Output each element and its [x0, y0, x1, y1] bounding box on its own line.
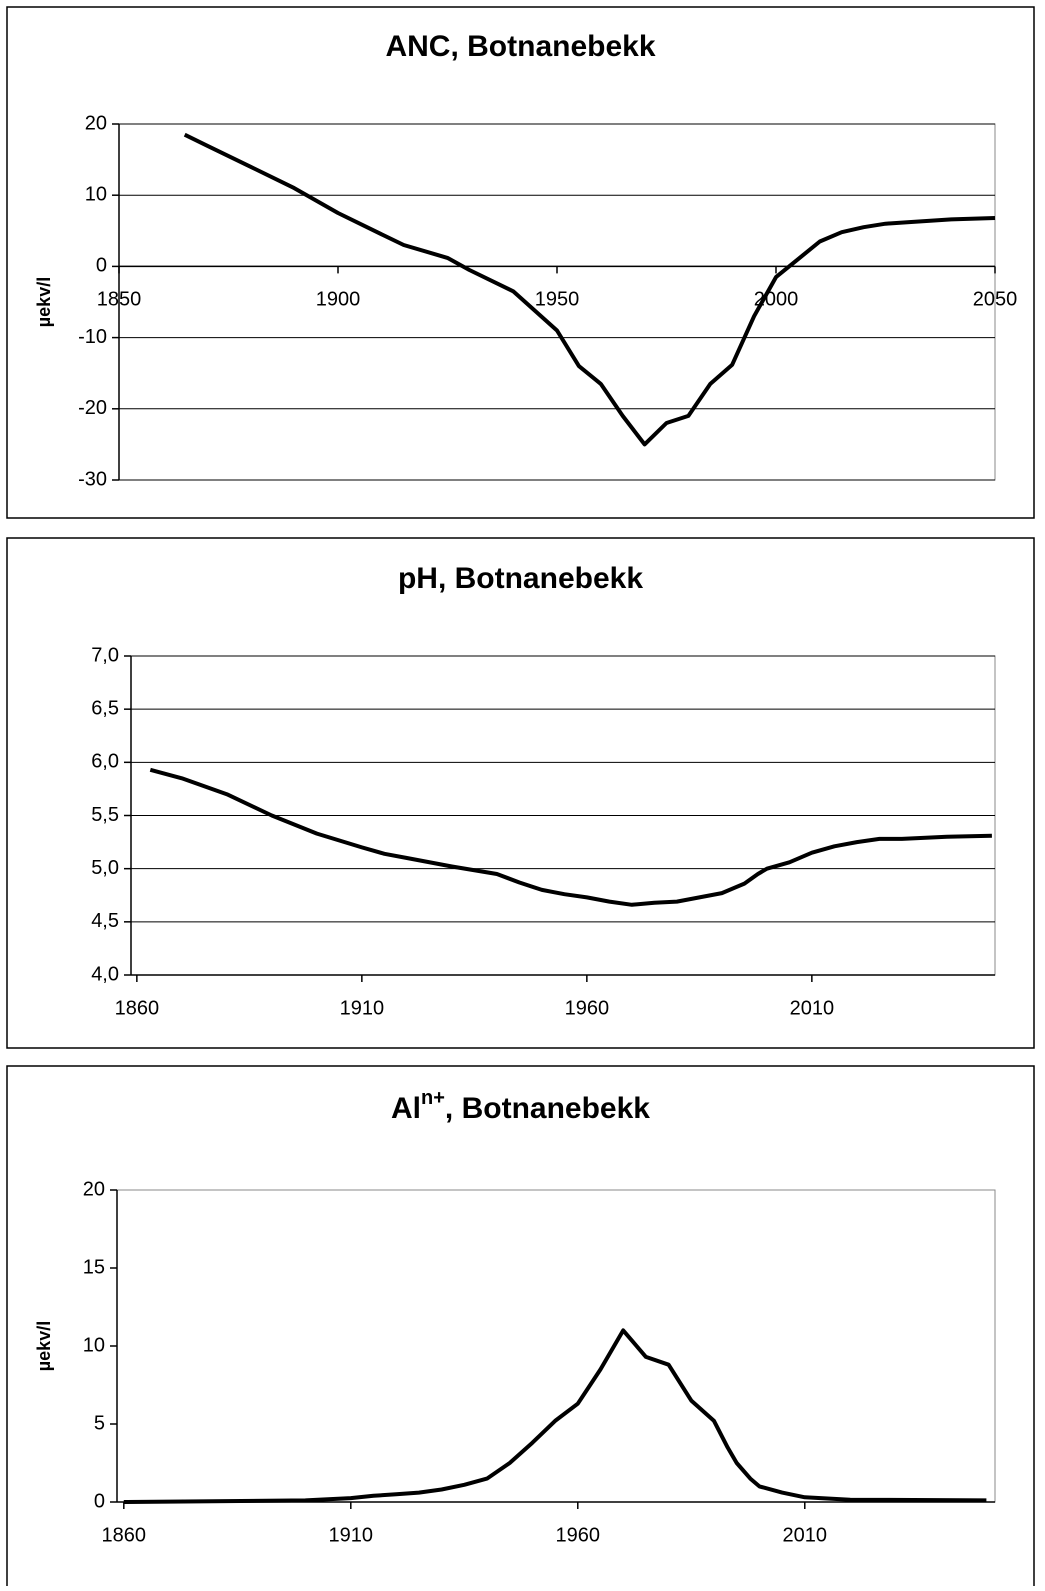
title-part: pH, Botnanebekk [398, 562, 643, 595]
plot-area [116, 1189, 996, 1503]
x-tick-label: 1900 [316, 289, 361, 311]
x-tick-label: 1950 [535, 289, 580, 311]
y-axis-label: µekv/l [34, 277, 54, 327]
x-tick-label: 2010 [783, 1524, 828, 1546]
x-tick-label: 1960 [556, 1524, 601, 1546]
data-line [149, 767, 992, 907]
panel-border [6, 1065, 1035, 1591]
x-tick-label: 2010 [790, 997, 835, 1019]
y-tick-label: 5,5 [91, 804, 119, 826]
x-tick-label: 1910 [329, 1524, 374, 1546]
y-tick-label: 4,0 [91, 963, 119, 985]
x-tick-label: 1910 [340, 997, 385, 1019]
x-tick-label: 2050 [973, 289, 1018, 311]
chart-title: pH, Botnanebekk [398, 562, 643, 595]
y-axis-label: µekv/l [34, 1321, 54, 1371]
y-tick-label: 0 [96, 255, 107, 277]
y-tick-label: 15 [83, 1256, 105, 1278]
y-tick-label: 4,5 [91, 910, 119, 932]
y-tick-label: -30 [78, 468, 107, 490]
y-tick-label: -20 [78, 397, 107, 419]
chart-title: Aln+, Botnanebekk [391, 1087, 650, 1125]
title-part: n+ [421, 1087, 445, 1109]
data-line [123, 1328, 987, 1504]
data-line [183, 132, 996, 447]
y-tick-label: 0 [94, 1490, 105, 1512]
chart-panel: pH, Botnanebekk 4,0 4,5 5,0 5,5 6,0 6,5 7,0 1860… [6, 537, 1035, 1049]
y-tick-label: -10 [78, 326, 107, 348]
y-tick-label: 7,0 [91, 644, 119, 666]
chart-title: ANC, Botnanebekk [385, 30, 655, 63]
chart-panel: Aln+, Botnanebekk 0 5 10 15 20 1860 1910 1960 201… [6, 1065, 1035, 1591]
y-tick-label: 20 [83, 1178, 105, 1200]
x-tick-label: 1860 [102, 1524, 147, 1546]
title-part: , Botnanebekk [445, 1092, 650, 1125]
title-part: ANC, Botnanebekk [385, 30, 655, 63]
y-tick-label: 10 [85, 183, 107, 205]
y-tick-label: 5 [94, 1412, 105, 1434]
y-tick-label: 20 [85, 112, 107, 134]
panel-border [6, 537, 1035, 1049]
x-tick-label: 1850 [97, 289, 142, 311]
y-tick-label: 6,0 [91, 751, 119, 773]
x-tick-label: 1960 [565, 997, 610, 1019]
title-part: Al [391, 1092, 421, 1125]
chart-panel: ANC, Botnanebekk -30 -20 -10 0 10 20 1850 1900 19… [6, 6, 1035, 519]
x-tick-label: 1860 [115, 997, 160, 1019]
y-tick-label: 5,0 [91, 857, 119, 879]
y-tick-label: 10 [83, 1334, 105, 1356]
panel-border [6, 6, 1035, 519]
y-tick-label: 6,5 [91, 697, 119, 719]
